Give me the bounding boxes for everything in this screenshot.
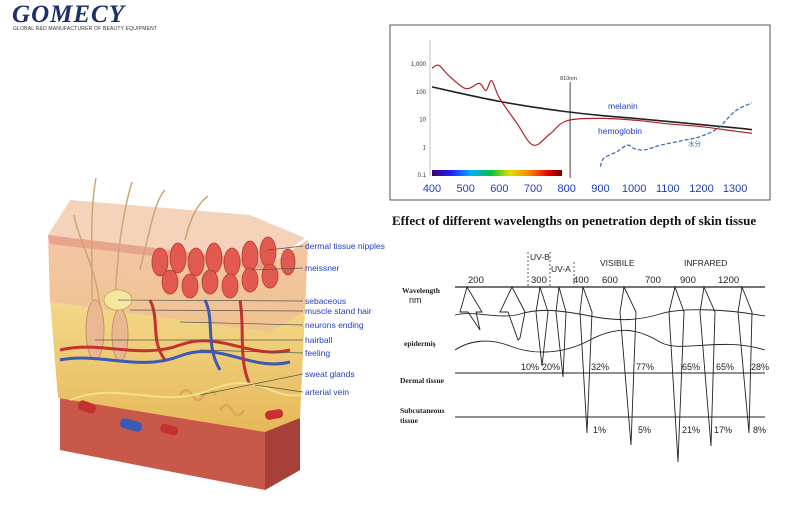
label-dermal-tissue-nipples: dermal tissue nipples [305, 241, 385, 251]
vessel-stubs [77, 400, 284, 436]
x-tick-900: 900 [591, 183, 609, 195]
blood-vessels [59, 299, 291, 386]
hair-shafts [73, 177, 209, 311]
dermal-pct-77: 77% [636, 362, 654, 372]
tick-900: 900 [680, 275, 696, 286]
x-tick-labels: 400 500 600 700 800 900 1000 1100 1200 1300 [423, 183, 748, 195]
subq-pct-8: 8% [753, 425, 766, 435]
label-arterial-vein: arterial vein [305, 387, 349, 397]
y-tick-0: 1,000 [411, 62, 427, 68]
tick-1200: 1200 [718, 275, 739, 286]
dermal-pct-32: 32% [591, 362, 609, 372]
row-label-dermal: Dermal tissue [400, 376, 445, 385]
band-uva: UV-A [551, 264, 571, 274]
row-label-nm: nm [409, 295, 422, 305]
row-label-wavelength: Wavelength [402, 286, 441, 295]
epidermis-surface [48, 200, 305, 262]
tick-600: 600 [602, 275, 618, 286]
label-hairball: hairball [305, 335, 333, 345]
row-label-epidermis: epidermiş [404, 339, 436, 348]
y-tick-1: 100 [416, 90, 427, 96]
label-sebaceous: sebaceous [305, 296, 346, 306]
dermal-percent-labels: 10% 20% 32% 77% 65% 65% 28% [521, 362, 769, 372]
series-line-water [599, 102, 753, 167]
row-labels: Wavelength nm epidermiş Dermal tissue Su… [400, 286, 445, 425]
dermal-pct-10: 10% [521, 362, 539, 372]
band-infrared: INFRARED [684, 258, 727, 268]
dermal-pct-65a: 65% [682, 362, 700, 372]
series-label-hemoglobin: hemoglobin [598, 126, 642, 136]
tick-700: 700 [645, 275, 661, 286]
band-labels: UV-B UV-A VISIBILE INFRARED [530, 252, 727, 274]
top-tick-labels: 200 300 400 600 700 900 1200 [468, 275, 739, 286]
tick-200: 200 [468, 275, 484, 286]
subcutaneous-percent-labels: 1% 5% 21% 17% 8% [593, 425, 766, 435]
label-sweat-glands: sweat glands [305, 369, 355, 379]
x-tick-1000: 1000 [622, 183, 646, 195]
row-label-subcutaneous: Subcutaneous [400, 406, 445, 415]
skin-labels: dermal tissue nipples meissner sebaceous… [305, 241, 385, 397]
x-tick-1200: 1200 [689, 183, 713, 195]
x-tick-400: 400 [423, 183, 441, 195]
y-tick-4: 0.1 [418, 173, 427, 179]
epidermis-top-line [454, 309, 766, 321]
series-line-hemoglobin [431, 64, 753, 146]
label-neurons-ending: neurons ending [305, 320, 364, 330]
x-tick-600: 600 [490, 183, 508, 195]
penetration-spikes [459, 285, 753, 463]
label-muscle-stand-hair: muscle stand hair [305, 306, 372, 316]
x-tick-1100: 1100 [656, 183, 680, 195]
x-tick-800: 800 [558, 183, 576, 195]
series-line-melanin [431, 86, 753, 131]
y-tick-labels: 1,000 100 10 1 0.1 [411, 62, 427, 179]
subq-pct-1: 1% [593, 425, 606, 435]
label-feeling: feeling [305, 348, 330, 358]
y-tick-2: 10 [419, 118, 426, 124]
label-meissner: meissner [305, 263, 340, 273]
x-tick-700: 700 [524, 183, 542, 195]
subq-pct-5: 5% [638, 425, 651, 435]
subq-pct-21: 21% [682, 425, 700, 435]
band-uvb: UV-B [530, 252, 550, 262]
x-tick-500: 500 [457, 183, 475, 195]
row-label-tissue: tissue [400, 416, 419, 425]
nerve-fibers [69, 382, 301, 401]
tick-400: 400 [573, 275, 589, 286]
logo-tagline: GLOBAL R&D MANUFACTURER OF BEAUTY EQUIPM… [13, 26, 158, 32]
dermal-pct-28: 28% [751, 362, 769, 372]
muscle-layer [60, 395, 300, 490]
dermal-pct-20: 20% [542, 362, 560, 372]
visible-spectrum-bar [432, 170, 562, 176]
logo-wordmark: GOMECY [12, 1, 126, 28]
y-tick-3: 1 [423, 145, 427, 151]
marker-810nm-label: 810nm [560, 76, 577, 82]
series-label-water: 水分 [688, 139, 702, 148]
dermal-pct-65b: 65% [716, 362, 734, 372]
tick-300: 300 [531, 275, 547, 286]
dermal-papillae [151, 236, 296, 299]
x-tick-1300: 1300 [723, 183, 747, 195]
subq-pct-17: 17% [714, 425, 732, 435]
section-title: Effect of different wavelengths on penet… [392, 213, 757, 228]
series-label-melanin: melanin [608, 101, 638, 111]
epidermis-bottom-line [454, 329, 766, 353]
band-visible: VISIBILE [600, 258, 635, 268]
label-leader-lines [95, 245, 304, 396]
brand-logo: GOMECY GLOBAL R&D MANUFACTURER OF BEAUTY… [12, 2, 162, 34]
